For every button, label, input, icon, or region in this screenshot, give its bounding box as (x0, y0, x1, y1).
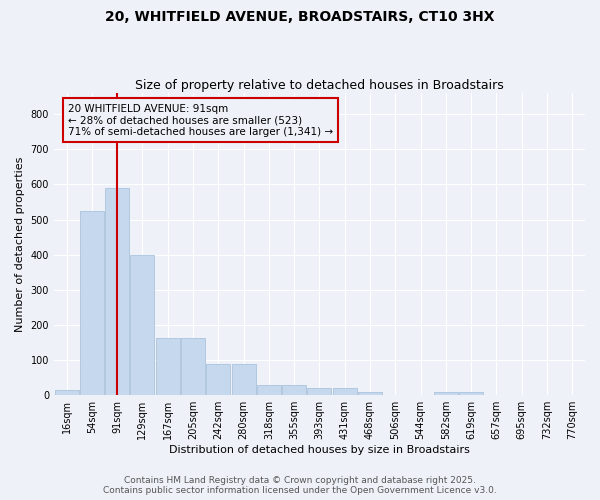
Bar (358, 392, 382, 395)
Text: 20 WHITFIELD AVENUE: 91sqm
← 28% of detached houses are smaller (523)
71% of sem: 20 WHITFIELD AVENUE: 91sqm ← 28% of deta… (68, 104, 333, 137)
Bar (282, 384, 306, 395)
Text: Contains HM Land Registry data © Crown copyright and database right 2025.
Contai: Contains HM Land Registry data © Crown c… (103, 476, 497, 495)
Bar (105, 188, 129, 395)
Bar (333, 388, 357, 395)
Bar (307, 388, 331, 395)
Bar (459, 392, 483, 395)
X-axis label: Distribution of detached houses by size in Broadstairs: Distribution of detached houses by size … (169, 445, 470, 455)
Bar (130, 254, 154, 395)
Text: 20, WHITFIELD AVENUE, BROADSTAIRS, CT10 3HX: 20, WHITFIELD AVENUE, BROADSTAIRS, CT10 … (105, 10, 495, 24)
Bar (181, 338, 205, 395)
Bar (434, 392, 458, 395)
Bar (55, 390, 79, 395)
Y-axis label: Number of detached properties: Number of detached properties (15, 156, 25, 332)
Title: Size of property relative to detached houses in Broadstairs: Size of property relative to detached ho… (135, 79, 504, 92)
Bar (206, 364, 230, 395)
Bar (156, 338, 180, 395)
Bar (80, 211, 104, 395)
Bar (257, 384, 281, 395)
Bar (232, 364, 256, 395)
